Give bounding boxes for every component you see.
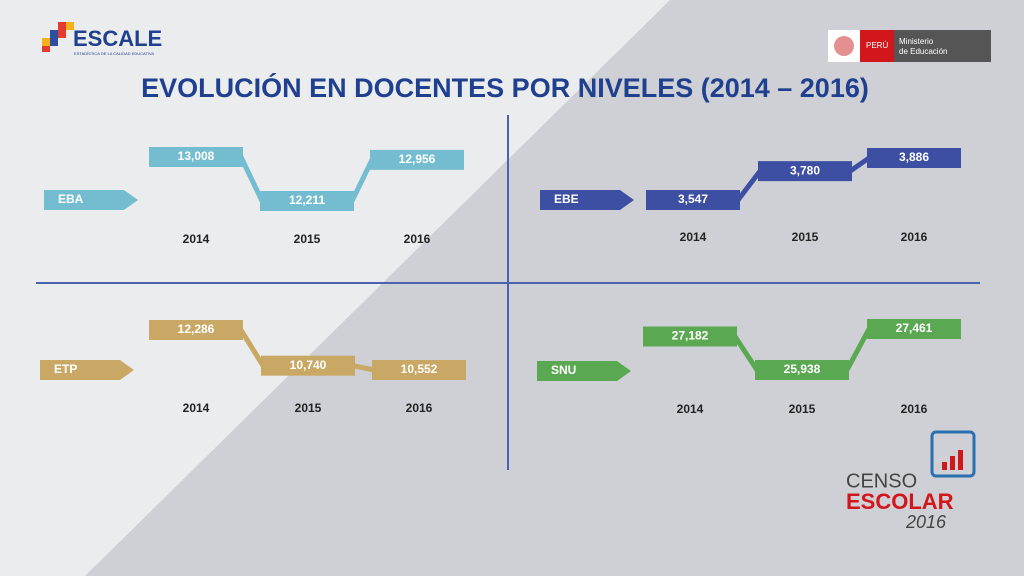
logo-text: ESCALE <box>73 26 162 51</box>
census-text: ESCOLAR <box>846 489 954 514</box>
series-name: ETP <box>54 362 77 376</box>
diagonal-band <box>85 0 1024 576</box>
connector <box>238 328 266 367</box>
connector <box>736 169 762 202</box>
value-box <box>261 355 355 376</box>
x-tick-label: 2014 <box>680 230 707 244</box>
series-name: EBE <box>554 192 579 206</box>
connector <box>848 155 871 174</box>
series-tag <box>40 360 134 380</box>
census-text: 2016 <box>905 512 947 532</box>
value-box <box>372 360 466 380</box>
series-name: EBA <box>58 192 84 206</box>
connector <box>732 335 760 372</box>
value-box <box>149 147 243 167</box>
x-tick-label: 2015 <box>295 401 322 415</box>
x-tick-label: 2015 <box>792 230 819 244</box>
ministry-line: de Educación <box>899 47 947 56</box>
ministry-line: Ministerio <box>899 37 934 46</box>
connector <box>352 363 375 373</box>
value-label: 3,547 <box>678 192 708 206</box>
x-tick-label: 2015 <box>294 232 321 246</box>
value-box <box>643 326 737 347</box>
value-label: 25,938 <box>784 362 821 376</box>
x-tick-label: 2014 <box>183 401 210 415</box>
logo-subtitle: ESTADÍSTICA DE LA CALIDAD EDUCATIVA <box>74 51 154 56</box>
value-box <box>758 161 852 182</box>
value-label: 13,008 <box>178 149 215 163</box>
series-name: SNU <box>551 363 576 377</box>
connector <box>238 155 265 203</box>
value-label: 27,182 <box>672 329 709 343</box>
value-box <box>260 191 354 211</box>
census-logo: CENSO ESCOLAR 2016 <box>846 430 976 532</box>
value-label: 10,552 <box>401 362 438 376</box>
slide-title: EVOLUCIÓN EN DOCENTES POR NIVELES (2014 … <box>141 72 869 103</box>
x-tick-label: 2015 <box>789 402 816 416</box>
connector <box>844 327 872 372</box>
value-label: 3,780 <box>790 163 820 177</box>
x-tick-label: 2014 <box>183 232 210 246</box>
x-tick-label: 2016 <box>901 402 928 416</box>
value-label: 12,286 <box>178 322 215 336</box>
country: PERÚ <box>866 41 888 50</box>
value-label: 27,461 <box>896 321 933 335</box>
value-box <box>646 190 740 210</box>
value-label: 3,886 <box>899 150 929 164</box>
connector <box>349 158 375 203</box>
value-box <box>370 149 464 170</box>
value-label: 12,956 <box>399 152 436 166</box>
ministry-logo: PERÚ Ministerio de Educación <box>828 30 991 62</box>
value-label: 12,211 <box>289 193 325 207</box>
x-tick-label: 2016 <box>406 401 433 415</box>
series-tag <box>537 361 631 381</box>
value-box <box>755 360 849 380</box>
x-tick-label: 2016 <box>404 232 431 246</box>
series-tag <box>44 190 138 210</box>
x-tick-label: 2014 <box>677 402 704 416</box>
value-label: 10,740 <box>290 358 327 372</box>
census-text: CENSO <box>846 470 917 492</box>
escale-logo: ESCALE ESTADÍSTICA DE LA CALIDAD EDUCATI… <box>42 22 162 56</box>
value-box <box>867 148 961 168</box>
value-box <box>867 319 961 339</box>
value-box <box>149 320 243 340</box>
x-tick-label: 2016 <box>901 230 928 244</box>
series-tag <box>540 190 634 210</box>
